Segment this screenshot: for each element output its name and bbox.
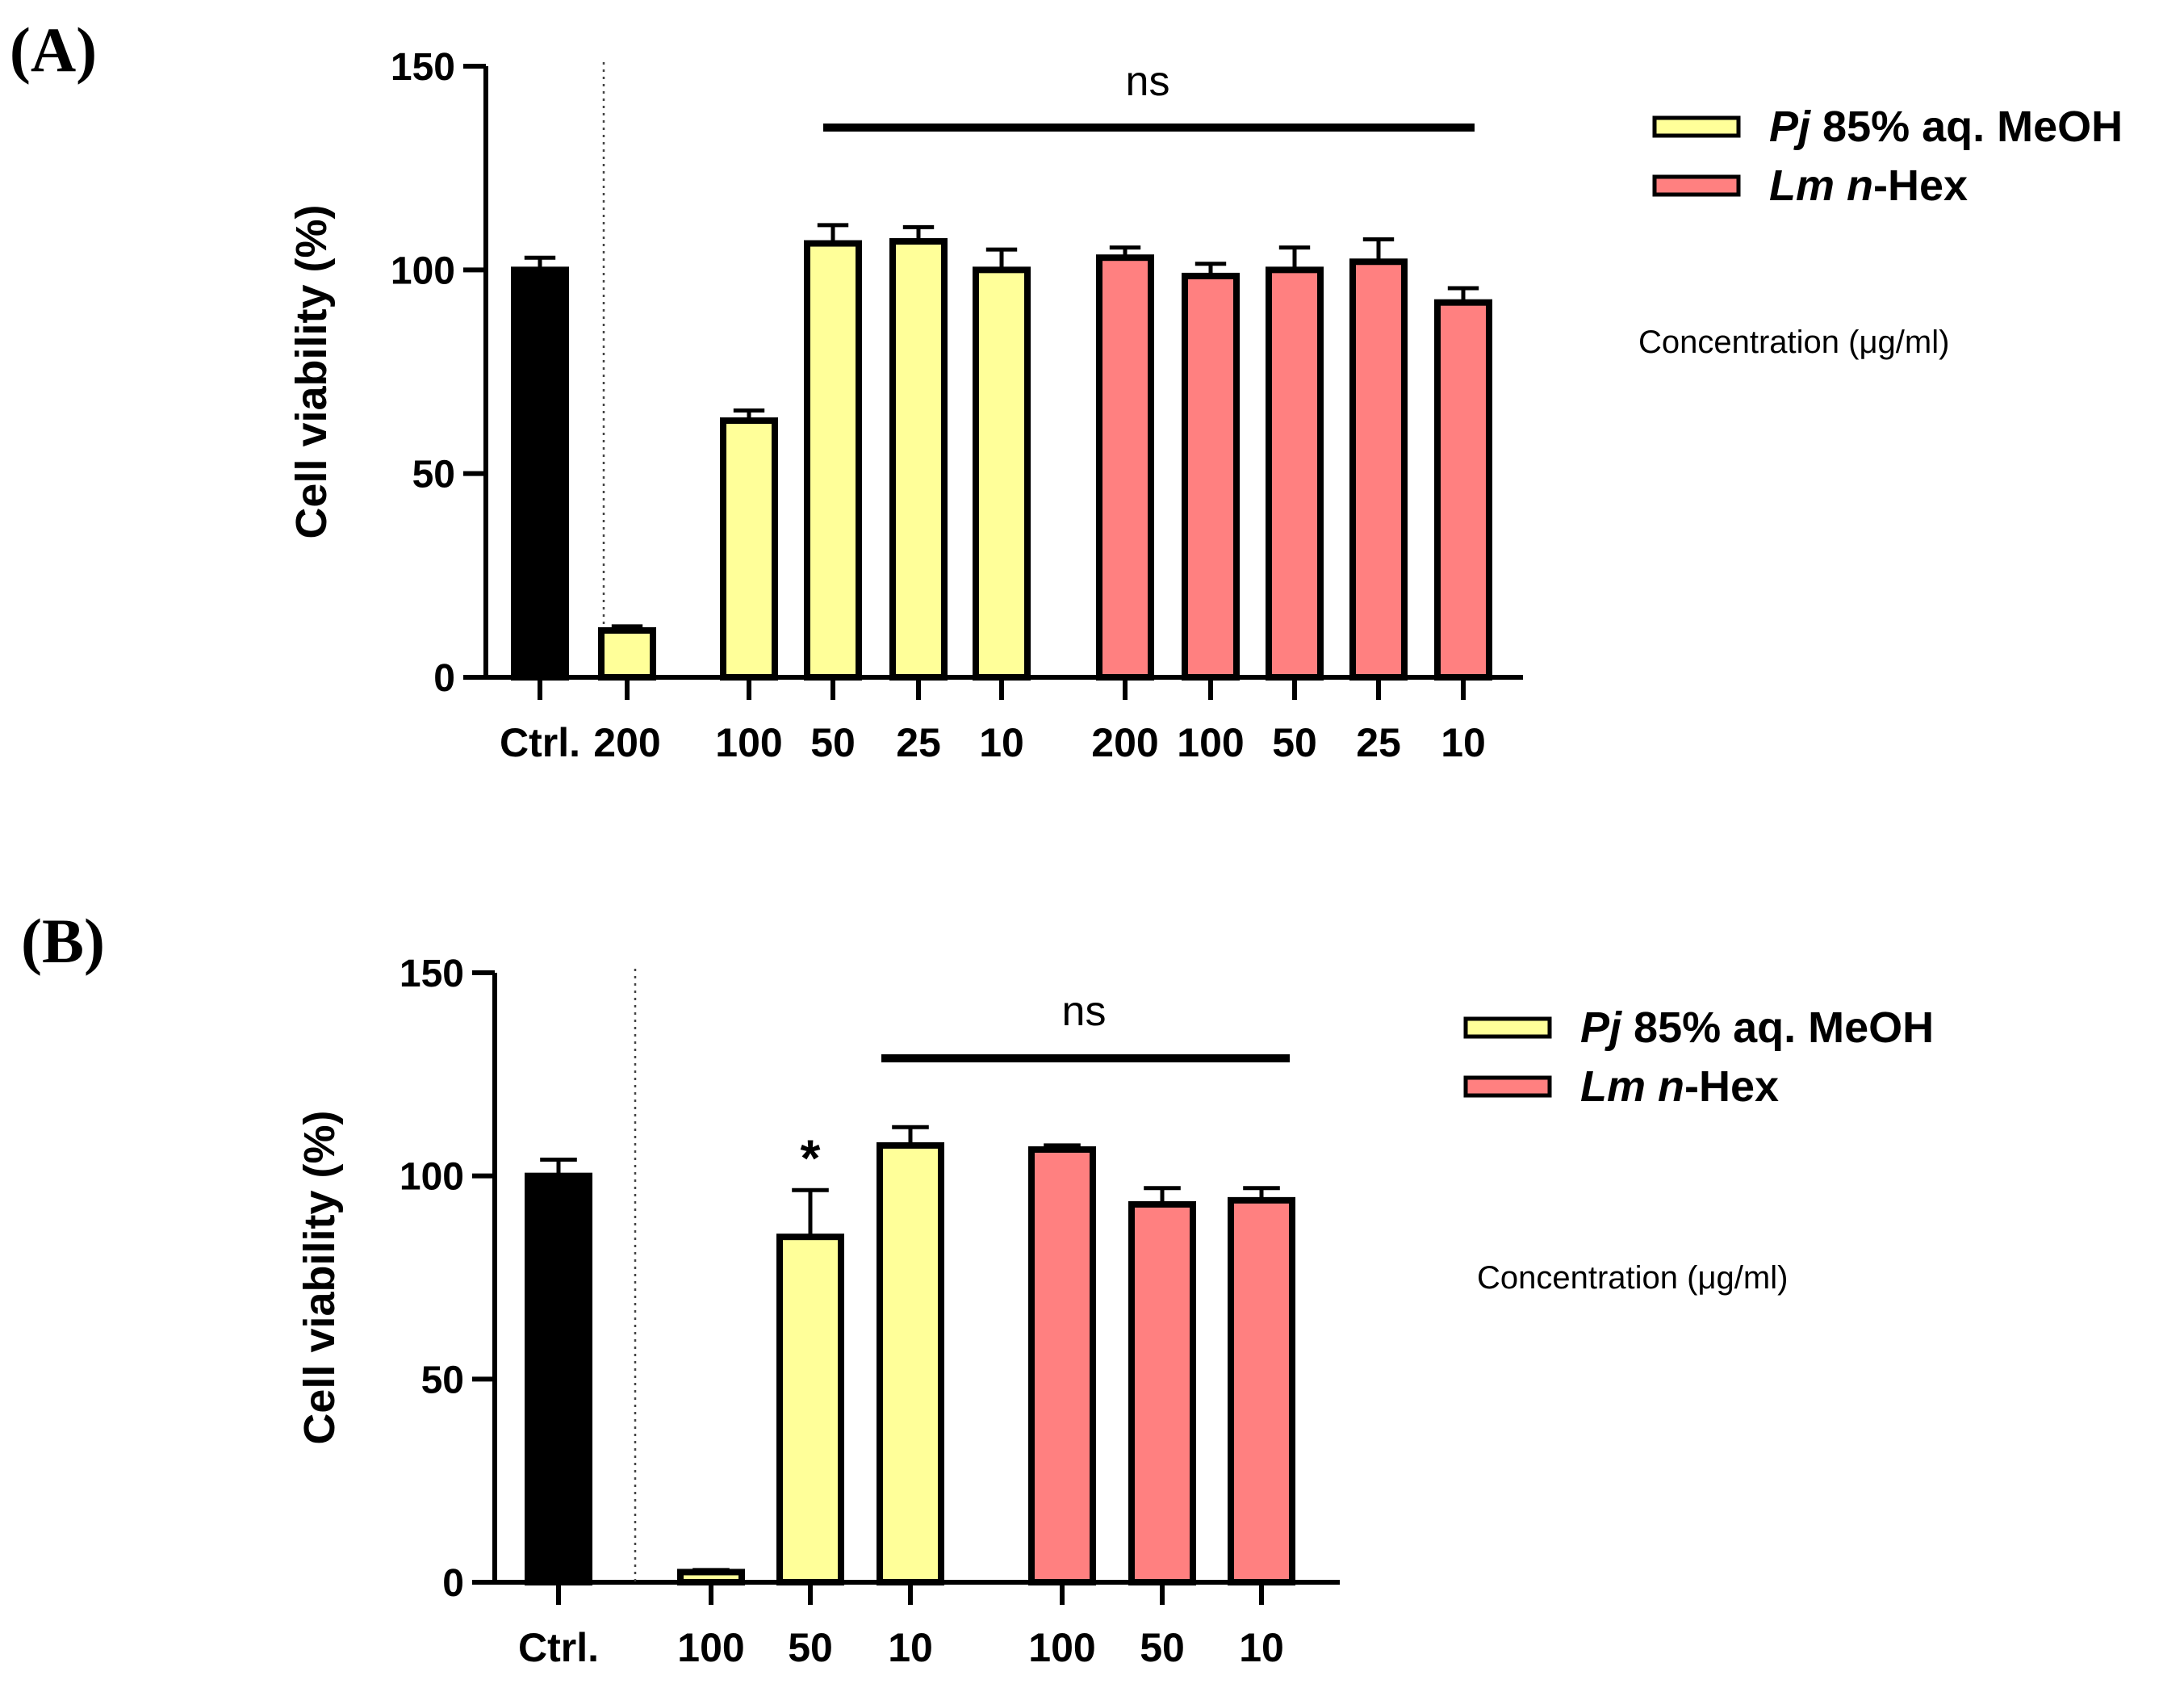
bar	[720, 417, 778, 681]
y-tick-label: 100	[400, 1156, 464, 1199]
bar	[1434, 299, 1492, 681]
bar	[525, 1172, 592, 1585]
x-tick-label: 50	[1140, 1625, 1185, 1670]
y-tick-label: 150	[400, 953, 464, 995]
bar	[1182, 272, 1240, 681]
concentration-label: Concentration (μg/ml)	[1638, 325, 1949, 360]
y-tick-label: 0	[442, 1562, 464, 1605]
significance-star: *	[801, 1129, 821, 1187]
legend-label-text: 85% aq. MeOH	[1621, 1003, 1934, 1052]
x-tick-label: 50	[810, 720, 856, 765]
y-tick-label: 50	[412, 454, 455, 496]
legend-label-italic: Pj	[1580, 1003, 1622, 1052]
legend-label: Lm n-Hex	[1769, 161, 1968, 210]
x-tick-label: 10	[888, 1625, 933, 1670]
x-tick-label: Ctrl.	[518, 1625, 599, 1670]
bar	[1266, 266, 1324, 681]
legend-label: Pj 85% aq. MeOH	[1769, 103, 2123, 151]
x-tick-label: 10	[1239, 1625, 1284, 1670]
bar	[598, 626, 656, 681]
legend-label-text: 85% aq. MeOH	[1810, 103, 2123, 151]
bar	[677, 1569, 745, 1585]
bar	[877, 1141, 944, 1585]
bar	[1028, 1146, 1096, 1585]
bar	[889, 238, 948, 681]
legend-label-italic: Pj	[1769, 103, 1811, 151]
bar	[804, 240, 862, 681]
legend-swatch	[1463, 1016, 1552, 1039]
x-tick-label: 10	[1441, 720, 1486, 765]
chart-panel-b: (B) Cell viability (%) 0 50 100 150 Ctrl. 100 50…	[21, 906, 1934, 1670]
chart-panel-a: (A) Cell viability (%) 0 50 100 150 Ctrl. 200 10…	[10, 15, 2123, 765]
legend-label-italic: Lm n	[1580, 1062, 1684, 1111]
ns-label: ns	[1062, 988, 1107, 1035]
bar	[776, 1234, 844, 1585]
y-axis-label: Cell viability (%)	[295, 1110, 344, 1444]
bar	[1228, 1196, 1295, 1586]
legend-label: Lm n-Hex	[1580, 1062, 1779, 1111]
y-tick-label: 100	[391, 249, 455, 292]
x-tick-label: 100	[715, 720, 782, 765]
x-tick-label: Ctrl.	[500, 720, 580, 765]
x-tick-label: 100	[1028, 1625, 1095, 1670]
x-tick-label: 50	[1272, 720, 1317, 765]
x-tick-label: 10	[979, 720, 1024, 765]
bar	[511, 266, 569, 681]
panel-label: (B)	[21, 906, 105, 976]
legend-swatch	[1463, 1075, 1552, 1098]
concentration-label: Concentration (μg/ml)	[1477, 1260, 1788, 1296]
y-tick-label: 150	[391, 46, 455, 89]
x-tick-label: 200	[1091, 720, 1158, 765]
bar	[973, 266, 1031, 681]
legend-swatch	[1652, 174, 1741, 197]
legend-swatch	[1652, 115, 1741, 138]
x-tick-label: 50	[788, 1625, 833, 1670]
y-axis-label: Cell viability (%)	[287, 204, 336, 538]
legend-label: Pj 85% aq. MeOH	[1580, 1003, 1934, 1052]
bar	[1128, 1200, 1196, 1586]
x-tick-label: 25	[896, 720, 941, 765]
x-tick-label: 25	[1356, 720, 1401, 765]
legend-label-text: -Hex	[1684, 1062, 1779, 1111]
bar	[1349, 258, 1408, 681]
x-tick-label: 200	[593, 720, 660, 765]
x-tick-label: 100	[677, 1625, 744, 1670]
x-tick-label: 100	[1177, 720, 1244, 765]
bar	[1096, 254, 1154, 681]
y-tick-label: 50	[421, 1359, 464, 1401]
y-tick-label: 0	[433, 657, 455, 700]
panel-label: (A)	[10, 15, 97, 85]
ns-label: ns	[1126, 58, 1170, 105]
legend-label-text: -Hex	[1873, 161, 1968, 210]
legend-label-italic: Lm n	[1769, 161, 1873, 210]
